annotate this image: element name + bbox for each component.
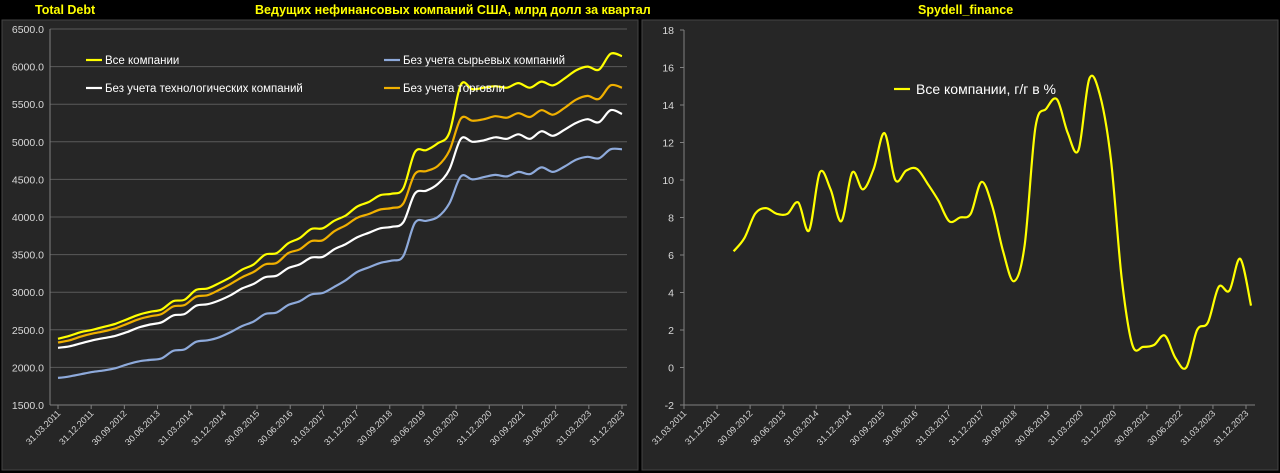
right-y-tick-label: 10 xyxy=(662,175,674,187)
left-legend-label-1: Без учета сырьевых компаний xyxy=(403,55,565,67)
left-series-line-2 xyxy=(57,108,623,349)
left-y-tick-label: 1500.0 xyxy=(12,400,44,412)
chart-title: Ведущих нефинансовых компаний США, млрд … xyxy=(255,3,651,17)
right-y-tick-label: 8 xyxy=(668,213,674,225)
right-panel xyxy=(641,19,1279,471)
right-y-tick-label: 16 xyxy=(662,63,674,75)
left-series-line-1 xyxy=(57,147,623,379)
left-legend-label-3: Без учета торговли xyxy=(403,83,505,95)
right-series-line-0 xyxy=(732,74,1253,370)
right-y-tick-label: 0 xyxy=(668,363,674,375)
left-legend-label-2: Без учета технологических компаний xyxy=(105,83,303,95)
left-series-line-3 xyxy=(57,83,623,344)
right-y-tick-label: 4 xyxy=(668,288,674,300)
right-y-tick-label: 14 xyxy=(662,100,674,112)
left-panel xyxy=(1,19,639,471)
left-header-label: Total Debt xyxy=(35,3,96,17)
left-series-line-0 xyxy=(57,52,623,340)
right-header-label: Spydell_finance xyxy=(918,3,1014,17)
left-y-tick-label: 5000.0 xyxy=(12,137,44,149)
left-y-tick-label: 2000.0 xyxy=(12,362,44,374)
right-y-tick-label: 18 xyxy=(662,25,674,37)
right-y-tick-label: -2 xyxy=(665,400,674,412)
left-y-tick-label: 5500.0 xyxy=(12,99,44,111)
right-y-tick-label: 6 xyxy=(668,250,674,262)
left-y-tick-label: 4500.0 xyxy=(12,174,44,186)
left-y-tick-label: 2500.0 xyxy=(12,325,44,337)
left-y-tick-label: 3500.0 xyxy=(12,250,44,262)
left-y-tick-label: 6000.0 xyxy=(12,62,44,74)
right-y-tick-label: 2 xyxy=(668,325,674,337)
right-legend-label-0: Все компании, г/г в % xyxy=(916,81,1056,97)
left-legend-label-0: Все компании xyxy=(105,55,179,67)
right-y-tick-label: 12 xyxy=(662,138,674,150)
left-y-tick-label: 6500.0 xyxy=(12,24,44,36)
left-y-tick-label: 3000.0 xyxy=(12,287,44,299)
left-y-tick-label: 4000.0 xyxy=(12,212,44,224)
